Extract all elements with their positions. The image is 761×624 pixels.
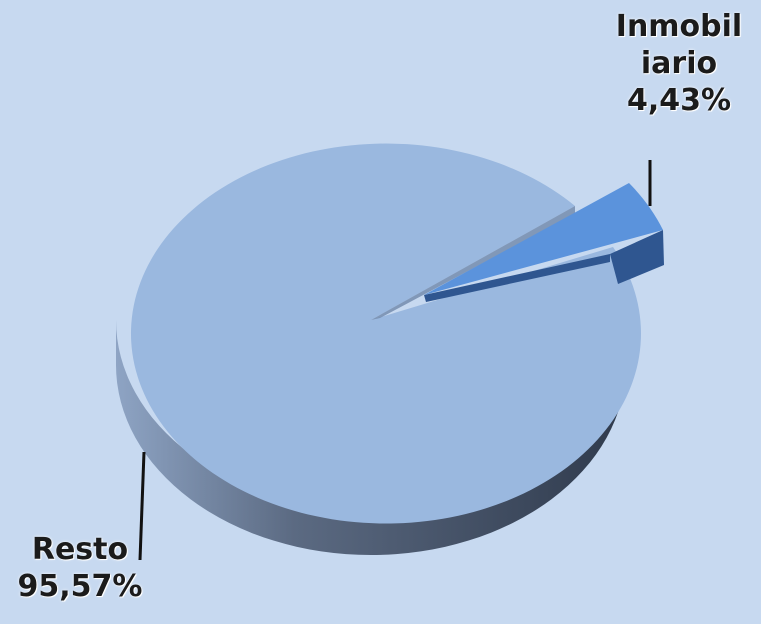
category-label-inmobiliario-line1: Inmobil — [615, 9, 743, 44]
leader-line-resto — [138, 451, 146, 561]
pie-slice-inmobiliario-wall — [424, 254, 610, 302]
category-label-inmobiliario-line2: iario — [640, 46, 718, 81]
data-label-inmobiliario: Inmobil iario 4,43% — [600, 8, 758, 119]
pie-slice-inmobiliario — [424, 183, 663, 295]
category-label-resto: Resto — [31, 532, 129, 567]
pie-slice-inmobiliario-side — [610, 230, 664, 284]
value-label-inmobiliario: 4,43% — [626, 83, 732, 118]
pie-slice-resto-wall — [371, 206, 575, 320]
value-label-resto: 95,57% — [17, 569, 143, 604]
data-label-resto: Resto 95,57% — [0, 531, 160, 605]
pie-slice-resto — [130, 143, 641, 524]
